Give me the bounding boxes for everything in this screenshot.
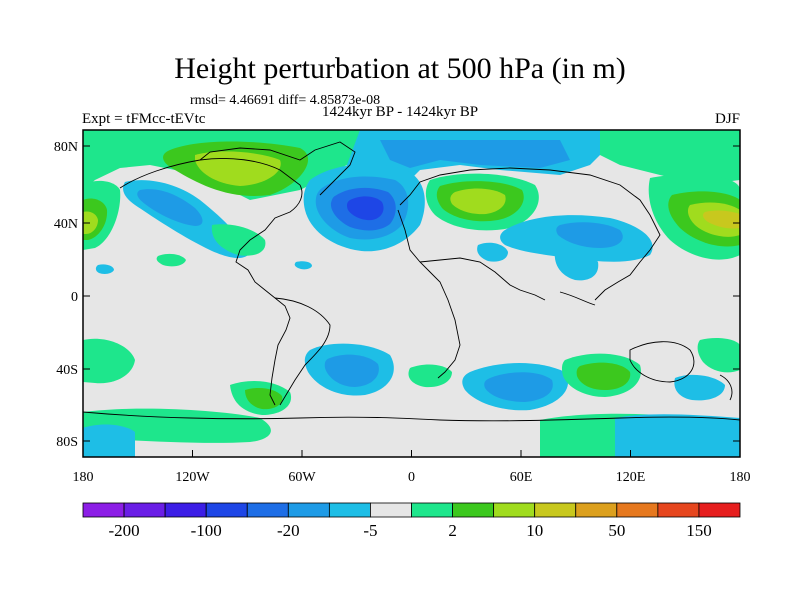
colorbar-label: 150	[686, 521, 712, 540]
colorbar-swatch	[328, 502, 371, 518]
colorbar-label: -100	[191, 521, 222, 540]
x-axis-labels: 180 120W 60W 0 60E 120E 180	[73, 470, 751, 485]
contour-fill	[477, 242, 508, 262]
contour-fill	[245, 388, 283, 410]
x-tick-label: 60W	[288, 470, 316, 485]
contour-fill	[615, 414, 740, 457]
contour-fill	[83, 211, 98, 234]
contour-fill	[697, 337, 740, 373]
map-title: Height perturbation at 500 hPa (in m)	[174, 52, 626, 85]
contour-fill	[408, 364, 452, 388]
contour-fill	[484, 372, 553, 402]
colorbar-label: 2	[448, 521, 457, 540]
contour-fill	[554, 248, 599, 281]
colorbar-swatch	[493, 502, 536, 518]
colorbar-swatch	[575, 502, 618, 518]
x-tick-label: 120W	[175, 470, 210, 485]
height-field	[83, 130, 740, 457]
contour-fill	[324, 354, 379, 387]
colorbar-swatch	[246, 502, 289, 518]
y-tick-label: 40N	[54, 217, 78, 232]
season-label: DJF	[714, 111, 740, 127]
colorbar-swatch	[657, 502, 700, 518]
axis-ticks	[82, 145, 741, 457]
colorbar-label: 10	[526, 521, 543, 540]
colorbar-swatch	[123, 502, 166, 518]
contour-fill	[83, 338, 135, 384]
colorbar-swatch	[164, 502, 207, 518]
contour-fill	[450, 188, 506, 215]
colorbar-swatch	[534, 502, 577, 518]
colorbar-label: 50	[608, 521, 625, 540]
contour-fill	[556, 222, 623, 248]
colorbar-swatch	[205, 502, 248, 518]
colorbar-label: -200	[108, 521, 139, 540]
contour-fill	[600, 130, 740, 185]
contour-fill	[195, 151, 281, 186]
colorbar-label: -5	[363, 521, 377, 540]
contour-fill	[346, 196, 384, 221]
x-tick-label: 60E	[510, 470, 533, 485]
x-tick-label: 180	[730, 470, 751, 485]
contour-fill	[137, 189, 203, 226]
contour-fill	[294, 261, 312, 270]
colorbar	[82, 502, 741, 518]
y-tick-label: 40S	[56, 363, 78, 378]
x-tick-label: 0	[408, 470, 415, 485]
contour-fill	[211, 224, 266, 256]
colorbar-label: -20	[277, 521, 300, 540]
colorbar-swatch	[616, 502, 659, 518]
period-label: 1424kyr BP - 1424kyr BP	[321, 104, 479, 120]
y-axis-labels: 80N 40N 0 40S 80S	[54, 140, 78, 450]
colorbar-swatch	[452, 502, 495, 518]
x-tick-label: 180	[73, 470, 94, 485]
x-tick-label: 120E	[616, 470, 646, 485]
contour-fill	[95, 264, 114, 274]
experiment-label: Expt = tFMcc-tEVtc	[82, 111, 206, 127]
contour-fill	[703, 210, 740, 229]
contour-fill	[83, 424, 135, 457]
y-tick-label: 80S	[56, 435, 78, 450]
coastlines	[83, 141, 740, 422]
stats-label: rmsd= 4.46691 diff= 4.85873e-08	[190, 93, 381, 108]
colorbar-swatch	[82, 502, 125, 518]
colorbar-swatch	[370, 502, 412, 518]
colorbar-swatch	[287, 502, 330, 518]
contour-fill	[380, 140, 570, 168]
y-tick-label: 80N	[54, 140, 78, 155]
contour-fill	[674, 374, 725, 401]
y-tick-label: 0	[71, 290, 78, 305]
contour-fill	[576, 362, 631, 390]
colorbar-swatch	[411, 502, 453, 518]
colorbar-swatch	[698, 502, 741, 518]
contour-fill	[156, 253, 186, 267]
colorbar-labels: -200 -100 -20 -5 2 10 50 150	[108, 521, 711, 540]
